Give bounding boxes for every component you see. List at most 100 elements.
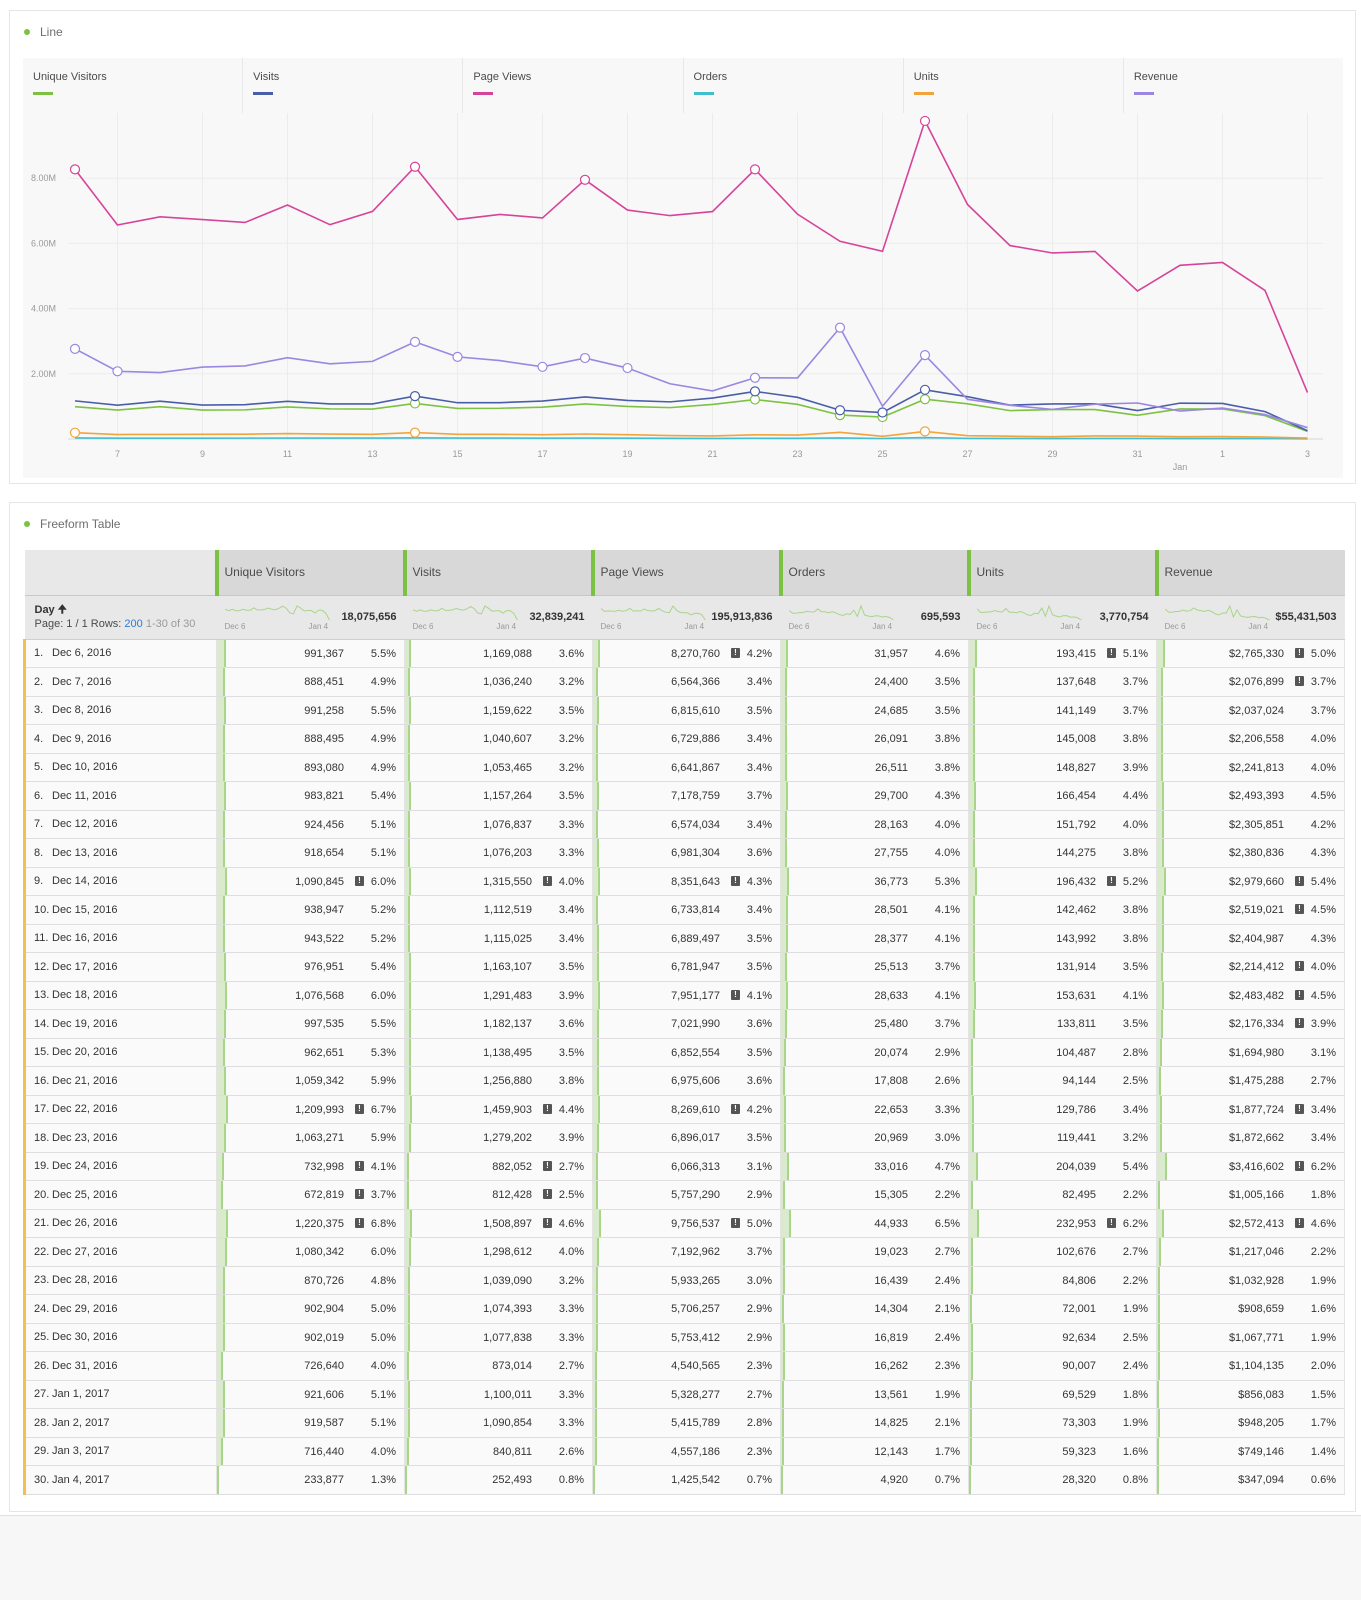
metric-cell[interactable]: $2,483,482! 4.5%	[1156, 981, 1345, 1010]
anomaly-marker-icon[interactable]	[749, 372, 761, 383]
metric-cell[interactable]: 31,957 4.6%	[780, 639, 969, 668]
table-row[interactable]: 18. Dec 23, 2016 1,063,271 5.9% 1,279,202 3.9…	[23, 1123, 1345, 1153]
series-line-unique-visitors[interactable]	[74, 398, 1308, 433]
metric-cell[interactable]: $1,877,724! 3.4%	[1156, 1095, 1345, 1124]
metric-cell[interactable]: 882,052! 2.7%	[404, 1152, 593, 1181]
table-row[interactable]: 24. Dec 29, 2016 902,904 5.0% 1,074,393 3.3% 5…	[23, 1294, 1345, 1324]
series-line-orders[interactable]	[74, 436, 1308, 440]
metric-cell[interactable]: 1,076,203 3.3%	[404, 838, 593, 868]
anomaly-marker-icon[interactable]	[409, 336, 421, 347]
metric-cell[interactable]: 28,320 0.8%	[968, 1465, 1157, 1495]
table-row[interactable]: 11. Dec 16, 2016 943,522 5.2% 1,115,025 3.4% 6…	[23, 924, 1345, 953]
anomaly-marker-icon[interactable]	[919, 115, 931, 127]
anomaly-flag-icon[interactable]: !	[731, 1217, 740, 1228]
row-dimension[interactable]: 11. Dec 16, 2016	[23, 924, 217, 953]
metric-cell[interactable]: 8,270,760! 4.2%	[592, 639, 781, 668]
table-row[interactable]: 14. Dec 19, 2016 997,535 5.5% 1,182,137 3.6% 7…	[23, 1009, 1345, 1039]
row-dimension[interactable]: 13. Dec 18, 2016	[23, 981, 217, 1010]
anomaly-flag-icon[interactable]: !	[355, 1160, 364, 1171]
metric-cell[interactable]: 1,076,568 6.0%	[216, 981, 405, 1010]
metric-cell[interactable]: 6,852,554 3.5%	[592, 1038, 781, 1067]
metric-cell[interactable]: 44,933 6.5%	[780, 1209, 969, 1238]
anomaly-flag-icon[interactable]: !	[543, 1217, 552, 1228]
metric-cell[interactable]: 1,157,264 3.5%	[404, 781, 593, 811]
table-row[interactable]: 22. Dec 27, 2016 1,080,342 6.0% 1,298,612 4.0…	[23, 1237, 1345, 1267]
metric-cell[interactable]: 1,459,903! 4.4%	[404, 1095, 593, 1124]
anomaly-marker-icon[interactable]	[409, 391, 421, 402]
anomaly-marker-icon[interactable]	[69, 343, 81, 354]
metric-cell[interactable]: 143,992 3.8%	[968, 924, 1157, 953]
anomaly-marker-icon[interactable]	[409, 427, 421, 438]
column-header-unique-visitors[interactable]: Unique Visitors	[214, 550, 405, 596]
metric-cell[interactable]: $2,206,558 4.0%	[1156, 724, 1345, 754]
anomaly-marker-icon[interactable]	[579, 174, 591, 185]
metric-cell[interactable]: 1,182,137 3.6%	[404, 1009, 593, 1039]
legend-item-page-views[interactable]: Page Views	[463, 58, 684, 113]
metric-cell[interactable]: 1,036,240 3.2%	[404, 667, 593, 697]
table-row[interactable]: 13. Dec 18, 2016 1,076,568 6.0% 1,291,483 3.9…	[23, 981, 1345, 1010]
metric-cell[interactable]: $2,404,987 4.3%	[1156, 924, 1345, 953]
metric-cell[interactable]: 133,811 3.5%	[968, 1009, 1157, 1039]
metric-cell[interactable]: 1,100,011 3.3%	[404, 1380, 593, 1409]
metric-cell[interactable]: 19,023 2.7%	[780, 1237, 969, 1267]
metric-cell[interactable]: 7,951,177! 4.1%	[592, 981, 781, 1010]
metric-cell[interactable]: 962,651 5.3%	[216, 1038, 405, 1067]
metric-cell[interactable]: 20,074 2.9%	[780, 1038, 969, 1067]
row-dimension[interactable]: 10. Dec 15, 2016	[23, 895, 217, 925]
metric-cell[interactable]: 873,014 2.7%	[404, 1351, 593, 1381]
metric-cell[interactable]: 12,143 1.7%	[780, 1437, 969, 1466]
metric-cell[interactable]: 22,653 3.3%	[780, 1095, 969, 1124]
row-dimension[interactable]: 14. Dec 19, 2016	[23, 1009, 217, 1039]
anomaly-flag-icon[interactable]: !	[355, 1103, 364, 1114]
metric-cell[interactable]: 13,561 1.9%	[780, 1380, 969, 1409]
metric-cell[interactable]: 72,001 1.9%	[968, 1294, 1157, 1324]
metric-cell[interactable]: 6,733,814 3.4%	[592, 895, 781, 925]
metric-cell[interactable]: 141,149 3.7%	[968, 696, 1157, 725]
metric-cell[interactable]: 6,889,497 3.5%	[592, 924, 781, 953]
metric-cell[interactable]: 69,529 1.8%	[968, 1380, 1157, 1409]
anomaly-marker-icon[interactable]	[69, 427, 81, 438]
metric-cell[interactable]: $1,005,166 1.8%	[1156, 1180, 1345, 1210]
table-row[interactable]: 28. Jan 2, 2017 919,587 5.1% 1,090,854 3.3% 5,…	[23, 1408, 1345, 1438]
anomaly-marker-icon[interactable]	[579, 352, 591, 364]
row-dimension[interactable]: 15. Dec 20, 2016	[23, 1038, 217, 1067]
metric-cell[interactable]: 983,821 5.4%	[216, 781, 405, 811]
metric-cell[interactable]: 1,425,542 0.7%	[592, 1465, 781, 1495]
column-header-revenue[interactable]: Revenue	[1154, 550, 1345, 596]
metric-cell[interactable]: 4,557,186 2.3%	[592, 1437, 781, 1466]
metric-cell[interactable]: $2,176,334! 3.9%	[1156, 1009, 1345, 1039]
metric-cell[interactable]: 1,080,342 6.0%	[216, 1237, 405, 1267]
metric-cell[interactable]: $749,146 1.4%	[1156, 1437, 1345, 1466]
metric-cell[interactable]: 8,269,610! 4.2%	[592, 1095, 781, 1124]
row-dimension[interactable]: 2. Dec 7, 2016	[23, 667, 217, 697]
metric-cell[interactable]: 5,753,412 2.9%	[592, 1323, 781, 1352]
metric-cell[interactable]: 137,648 3.7%	[968, 667, 1157, 697]
metric-cell[interactable]: 16,439 2.4%	[780, 1266, 969, 1295]
metric-cell[interactable]: 28,633 4.1%	[780, 981, 969, 1010]
metric-cell[interactable]: 943,522 5.2%	[216, 924, 405, 953]
metric-cell[interactable]: $1,032,928 1.9%	[1156, 1266, 1345, 1295]
anomaly-marker-icon[interactable]	[919, 394, 931, 405]
metric-cell[interactable]: 1,074,393 3.3%	[404, 1294, 593, 1324]
metric-cell[interactable]: $2,076,899! 3.7%	[1156, 667, 1345, 697]
metric-cell[interactable]: 1,209,993! 6.7%	[216, 1095, 405, 1124]
metric-cell[interactable]: 997,535 5.5%	[216, 1009, 405, 1039]
anomaly-flag-icon[interactable]: !	[731, 875, 740, 886]
metric-cell[interactable]: 1,076,837 3.3%	[404, 810, 593, 839]
metric-cell[interactable]: 84,806 2.2%	[968, 1266, 1157, 1295]
metric-cell[interactable]: 14,304 2.1%	[780, 1294, 969, 1324]
column-header-orders[interactable]: Orders	[778, 550, 969, 596]
metric-cell[interactable]: 1,279,202 3.9%	[404, 1123, 593, 1153]
metric-cell[interactable]: 1,115,025 3.4%	[404, 924, 593, 953]
metric-cell[interactable]: 5,757,290 2.9%	[592, 1180, 781, 1210]
metric-cell[interactable]: 6,896,017 3.5%	[592, 1123, 781, 1153]
anomaly-marker-icon[interactable]	[749, 386, 761, 397]
metric-cell[interactable]: $908,659 1.6%	[1156, 1294, 1345, 1324]
table-row[interactable]: 3. Dec 8, 2016 991,258 5.5% 1,159,622 3.5% 6,8…	[23, 696, 1345, 725]
metric-cell[interactable]: 145,008 3.8%	[968, 724, 1157, 754]
metric-cell[interactable]: 5,328,277 2.7%	[592, 1380, 781, 1409]
anomaly-flag-icon[interactable]: !	[1295, 904, 1304, 914]
metric-cell[interactable]: 1,090,854 3.3%	[404, 1408, 593, 1438]
metric-cell[interactable]: 976,951 5.4%	[216, 952, 405, 982]
metric-cell[interactable]: $2,305,851 4.2%	[1156, 810, 1345, 839]
